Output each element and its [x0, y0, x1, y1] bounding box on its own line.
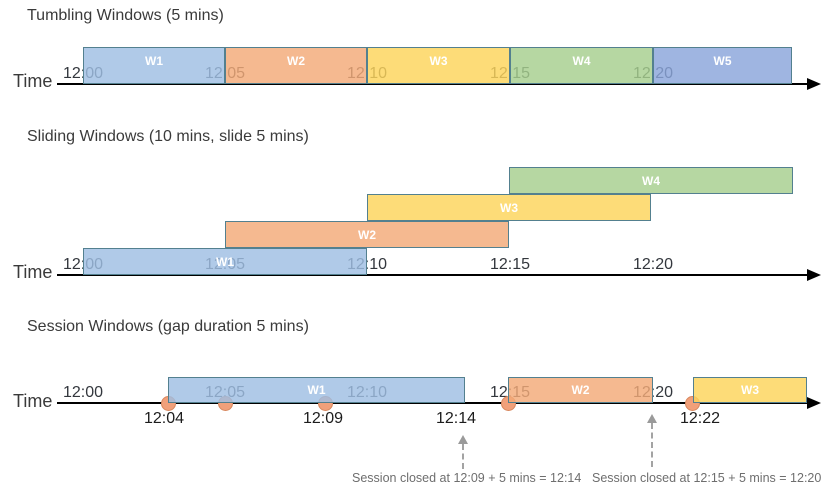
section-title: Sliding Windows (10 mins, slide 5 mins)	[27, 128, 309, 145]
axis-arrowhead-icon	[807, 397, 821, 409]
axis-arrowhead-icon	[807, 269, 821, 281]
tick-label: 12:00	[62, 384, 104, 401]
window-box	[367, 47, 510, 84]
window-label: W5	[713, 54, 732, 68]
time-axis-line	[57, 402, 807, 404]
section-title: Session Windows (gap duration 5 mins)	[27, 318, 309, 335]
window-label: W1	[216, 254, 234, 269]
window-label: W2	[358, 227, 376, 242]
window-box	[83, 248, 367, 275]
callout-dashed-line	[462, 444, 464, 469]
window-box	[225, 221, 509, 248]
window-box	[693, 377, 807, 403]
axis-arrowhead-icon	[807, 78, 821, 90]
session-closed-note: Session closed at 12:09 + 5 mins = 12:14	[352, 471, 582, 485]
window-label: W3	[429, 54, 448, 68]
window-box	[225, 47, 367, 84]
callout-arrow-up-icon	[647, 414, 657, 423]
window-box	[510, 47, 653, 84]
window-box	[168, 377, 465, 403]
window-label: W3	[741, 383, 759, 397]
window-label: W2	[287, 54, 305, 68]
window-label: W1	[307, 383, 326, 397]
time-axis-label: Time	[13, 71, 53, 91]
callout-dashed-line	[651, 423, 653, 467]
tick-label: 12:20	[632, 256, 674, 273]
session-closed-note: Session closed at 12:15 + 5 mins = 12:20	[592, 471, 822, 485]
time-axis-line	[57, 274, 807, 276]
window-label: W1	[145, 54, 163, 68]
window-box	[653, 47, 792, 84]
window-label: W2	[571, 383, 590, 397]
time-axis-line	[57, 83, 807, 85]
window-label: W3	[500, 200, 518, 215]
time-axis-label: Time	[13, 391, 53, 411]
event-time-label: 12:22	[679, 410, 721, 427]
window-box	[83, 47, 225, 84]
window-box	[508, 377, 653, 403]
time-axis-label: Time	[13, 262, 53, 282]
window-label: W4	[572, 54, 591, 68]
window-label: W4	[642, 173, 660, 188]
event-time-label: 12:04	[143, 410, 185, 427]
event-time-label: 12:14	[435, 410, 477, 427]
window-box	[509, 167, 793, 194]
section-title: Tumbling Windows (5 mins)	[27, 7, 224, 24]
tick-label: 12:15	[489, 256, 531, 273]
event-time-label: 12:09	[302, 410, 344, 427]
callout-arrow-up-icon	[458, 435, 468, 444]
window-box	[367, 194, 651, 221]
